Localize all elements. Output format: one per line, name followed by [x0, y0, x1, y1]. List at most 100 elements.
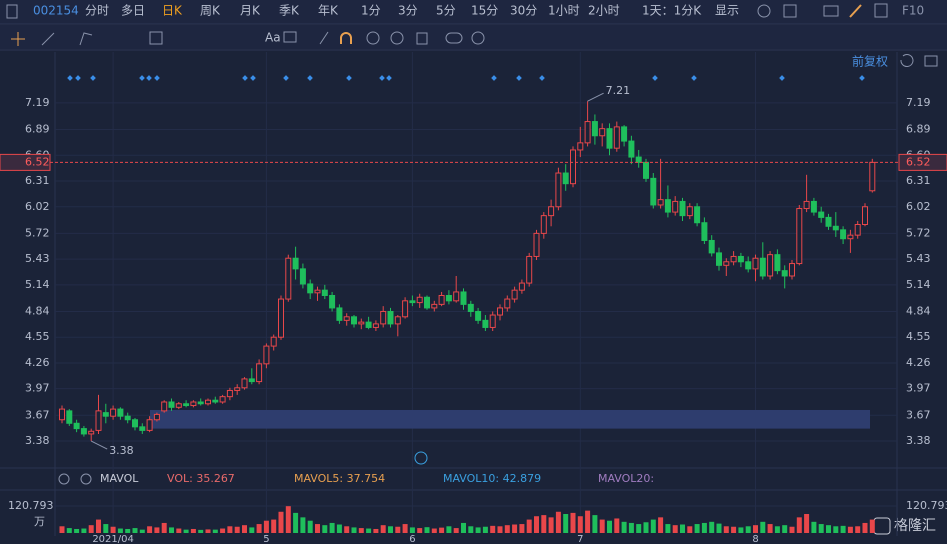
event-marker[interactable]: [379, 75, 385, 81]
magnet-icon[interactable]: [340, 32, 352, 44]
camera-icon[interactable]: [823, 5, 839, 17]
event-marker[interactable]: [283, 75, 289, 81]
event-marker[interactable]: [539, 75, 545, 81]
vol-switch-icon[interactable]: [80, 473, 92, 485]
sidebar-icon[interactable]: [6, 4, 18, 19]
expand-icon[interactable]: [874, 3, 888, 18]
square-icon[interactable]: [783, 4, 797, 18]
period-tab[interactable]: 5分: [436, 4, 456, 18]
candle-body: [650, 177, 657, 206]
volume-bar: [855, 526, 861, 533]
display-select[interactable]: 显示: [715, 4, 739, 18]
event-marker[interactable]: [386, 75, 392, 81]
event-marker[interactable]: [250, 75, 256, 81]
candle-body: [234, 387, 241, 391]
volume-bar: [468, 526, 474, 533]
volume-bar: [409, 527, 415, 533]
candle-body: [329, 294, 336, 309]
volume-bar: [96, 519, 101, 533]
candle-body: [730, 255, 737, 263]
f10-button[interactable]: F10: [902, 4, 924, 18]
reset-icon[interactable]: [900, 54, 914, 67]
volume-bar: [417, 528, 423, 533]
settings-icon[interactable]: [757, 4, 771, 18]
event-marker[interactable]: [67, 75, 73, 81]
volume-bar: [847, 526, 853, 533]
candle-body: [840, 229, 847, 240]
ruler-icon[interactable]: [319, 31, 329, 45]
channel-tool-icon[interactable]: [79, 32, 93, 46]
period-tab[interactable]: 1小时: [548, 4, 580, 18]
event-marker[interactable]: [242, 75, 248, 81]
volume-bar: [81, 528, 87, 533]
period-tab[interactable]: 3分: [398, 4, 418, 18]
volume-bar: [599, 519, 605, 533]
period-tab[interactable]: 分时: [85, 4, 109, 18]
scroll-icon[interactable]: [414, 451, 428, 465]
draw-settings-icon[interactable]: [471, 31, 485, 45]
candle-body: [694, 206, 701, 224]
volume-bar: [431, 528, 437, 533]
x-tick-label: 5: [263, 534, 269, 544]
period-tab[interactable]: 1分: [361, 4, 381, 18]
period-tab[interactable]: 15分: [471, 4, 498, 18]
volume-bar: [672, 525, 678, 533]
event-marker[interactable]: [691, 75, 697, 81]
candle-body: [336, 307, 343, 321]
candle-body: [205, 399, 211, 405]
adjust-mode[interactable]: 前复权: [852, 54, 888, 69]
event-marker[interactable]: [859, 75, 865, 81]
period-tab[interactable]: 日K: [162, 4, 183, 18]
event-marker[interactable]: [346, 75, 352, 81]
measure-icon[interactable]: [149, 31, 163, 45]
stock-code[interactable]: 002154: [33, 4, 79, 18]
last-price-box: [0, 153, 51, 171]
period-tab[interactable]: 年K: [318, 4, 339, 18]
volume-bar: [723, 526, 729, 533]
font-tool[interactable]: Aa: [265, 31, 281, 45]
candle-body: [168, 401, 175, 408]
volume-bar: [205, 529, 211, 533]
event-marker[interactable]: [779, 75, 785, 81]
volume-bar: [285, 506, 291, 533]
event-marker[interactable]: [90, 75, 96, 81]
event-marker[interactable]: [652, 75, 658, 81]
event-marker[interactable]: [491, 75, 497, 81]
low-leader: [90, 440, 108, 450]
panel-icon[interactable]: [924, 55, 938, 67]
period-tab[interactable]: 多日: [121, 4, 145, 18]
event-marker[interactable]: [154, 75, 160, 81]
event-marker[interactable]: [139, 75, 145, 81]
event-marker[interactable]: [516, 75, 522, 81]
volume-bar: [745, 526, 751, 533]
volume-bar: [687, 526, 693, 533]
y-tick-label-right: 5.43: [906, 252, 931, 265]
toolbar-bg: [0, 0, 947, 24]
event-marker[interactable]: [75, 75, 81, 81]
period-tab[interactable]: 季K: [279, 4, 300, 18]
lock-icon[interactable]: [366, 31, 380, 45]
volume-bar: [563, 514, 569, 533]
candle-body: [752, 257, 759, 270]
pencil-icon[interactable]: [849, 4, 862, 18]
comment-icon[interactable]: [283, 31, 297, 43]
interval-select[interactable]: 1天：1分K: [642, 4, 702, 18]
vol-settings-icon[interactable]: [58, 473, 70, 485]
period-tab[interactable]: 月K: [240, 4, 261, 18]
event-marker[interactable]: [146, 75, 152, 81]
candle-body: [402, 300, 409, 318]
volume-bar: [548, 517, 554, 533]
crosshair-icon[interactable]: [11, 32, 25, 46]
volume-bar: [826, 525, 831, 533]
period-tab[interactable]: 2小时: [588, 4, 620, 18]
volume-bar: [665, 524, 671, 533]
delete-icon[interactable]: [416, 32, 428, 45]
line-tool-icon[interactable]: [41, 32, 55, 46]
period-tab[interactable]: 周K: [200, 4, 221, 18]
period-tab[interactable]: 30分: [510, 4, 537, 18]
volume-bar: [293, 512, 299, 533]
candle-body: [292, 257, 299, 270]
event-marker[interactable]: [307, 75, 313, 81]
link-icon[interactable]: [445, 32, 463, 44]
hide-icon[interactable]: [390, 31, 404, 45]
